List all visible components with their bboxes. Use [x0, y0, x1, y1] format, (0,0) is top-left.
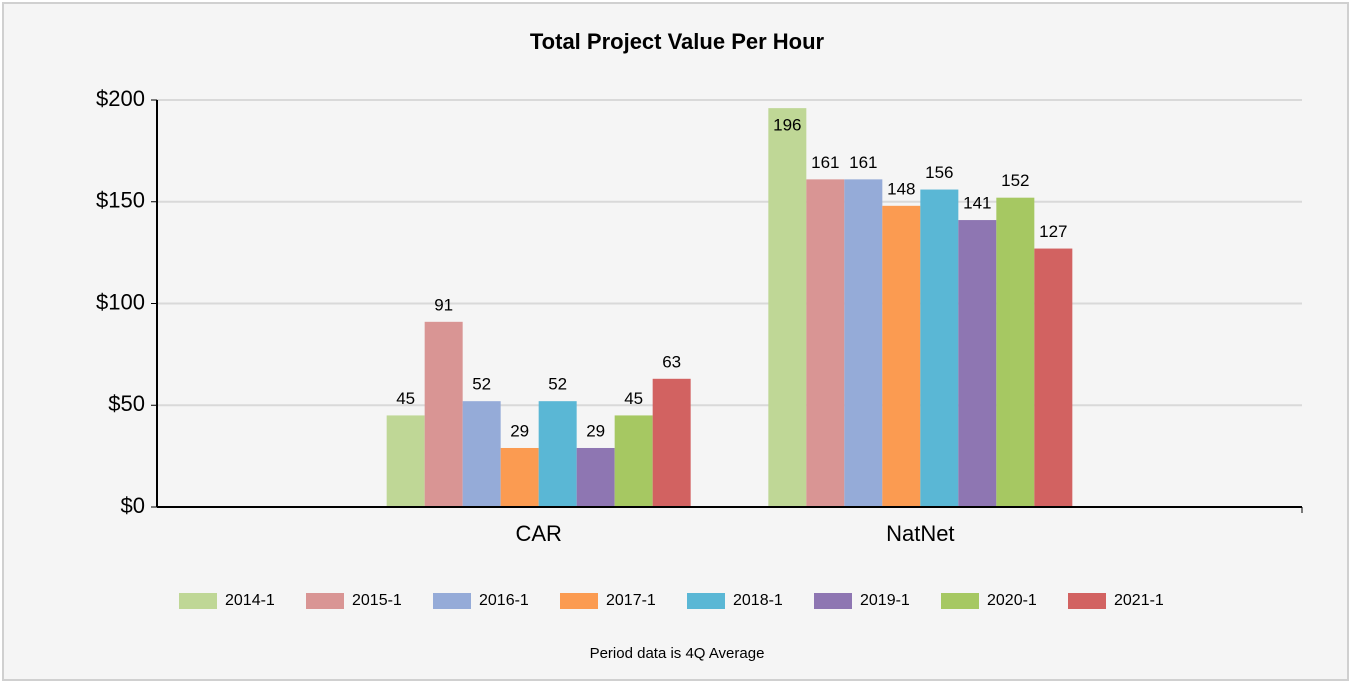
data-label: 196 — [773, 116, 801, 135]
bar — [652, 378, 691, 507]
legend-label: 2021-1 — [1114, 592, 1164, 609]
legend-label: 2015-1 — [352, 592, 402, 609]
legend-swatch — [306, 593, 344, 609]
bar — [424, 321, 463, 507]
data-label: 45 — [396, 389, 415, 408]
bar — [462, 401, 501, 507]
bar — [386, 415, 425, 507]
legend-swatch — [814, 593, 852, 609]
bar — [576, 447, 615, 507]
legend-label: 2017-1 — [606, 592, 656, 609]
legend-label: 2016-1 — [479, 592, 529, 609]
legend-swatch — [687, 593, 725, 609]
data-label: 156 — [925, 163, 953, 182]
bar — [614, 415, 653, 507]
legend-label: 2019-1 — [860, 592, 910, 609]
bar — [882, 205, 921, 507]
bar — [1034, 248, 1073, 507]
data-label: 161 — [811, 153, 839, 172]
data-label: 52 — [548, 375, 567, 394]
data-label: 63 — [662, 352, 681, 371]
bar — [844, 179, 883, 508]
bar — [768, 108, 807, 507]
legend-swatch — [941, 593, 979, 609]
data-label: 127 — [1039, 222, 1067, 241]
bar — [958, 220, 997, 507]
bar — [806, 179, 845, 508]
chart-title: Total Project Value Per Hour — [530, 29, 825, 54]
bar — [538, 401, 577, 507]
y-tick-label: $0 — [121, 493, 145, 518]
data-label: 148 — [887, 179, 915, 198]
data-label: 91 — [434, 295, 453, 314]
legend-swatch — [560, 593, 598, 609]
legend-label: 2014-1 — [225, 592, 275, 609]
legend-swatch — [433, 593, 471, 609]
data-label: 161 — [849, 153, 877, 172]
data-label: 52 — [472, 375, 491, 394]
legend-label: 2020-1 — [987, 592, 1037, 609]
data-label: 29 — [586, 421, 605, 440]
bar — [996, 197, 1035, 507]
legend-swatch — [179, 593, 217, 609]
bar — [920, 189, 959, 508]
data-label: 45 — [624, 389, 643, 408]
y-tick-label: $150 — [96, 188, 145, 213]
bar — [500, 447, 539, 507]
data-label: 141 — [963, 194, 991, 213]
data-label: 152 — [1001, 171, 1029, 190]
x-tick-label: NatNet — [886, 521, 954, 546]
data-label: 29 — [510, 421, 529, 440]
x-tick-label: CAR — [515, 521, 561, 546]
y-tick-label: $50 — [108, 391, 145, 416]
chart-note: Period data is 4Q Average — [590, 645, 765, 662]
y-tick-label: $200 — [96, 86, 145, 111]
legend-swatch — [1068, 593, 1106, 609]
legend-label: 2018-1 — [733, 592, 783, 609]
y-tick-label: $100 — [96, 289, 145, 314]
